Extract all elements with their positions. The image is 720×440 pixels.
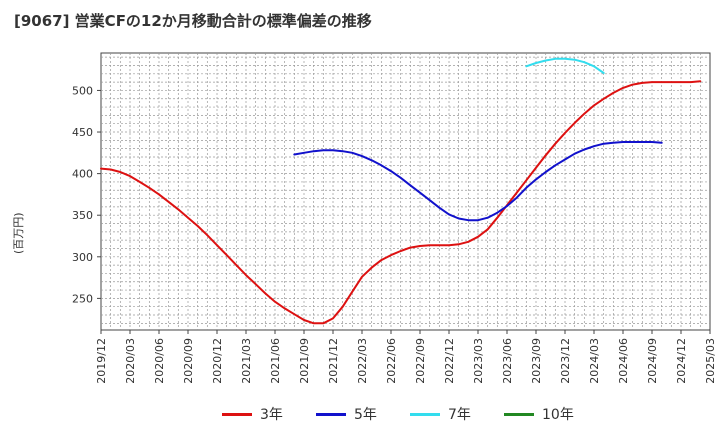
series-line-7年 xyxy=(525,57,605,74)
y-tick-label: 400 xyxy=(72,168,93,181)
x-tick-label: 2022/12 xyxy=(443,338,456,384)
x-tick-label: 2023/03 xyxy=(472,338,485,384)
legend-item-3年: 3年 xyxy=(222,402,283,426)
x-tick-label: 2022/03 xyxy=(356,338,369,384)
legend-label: 3年 xyxy=(260,407,283,423)
series-line-5年 xyxy=(293,141,663,222)
legend-label: 7年 xyxy=(448,407,471,423)
x-tick-label: 2024/12 xyxy=(675,338,688,384)
legend-item-7年: 7年 xyxy=(410,402,471,426)
x-tick-label: 2022/06 xyxy=(385,338,398,384)
legend-label: 10年 xyxy=(542,407,574,423)
x-tick-label: 2023/12 xyxy=(559,338,572,384)
series-line-3年 xyxy=(100,80,702,325)
plot-area: 250 300 350 400 450 500 2019/12 2020/03 2020/06 2… xyxy=(72,52,717,384)
legend-swatch xyxy=(504,412,534,416)
y-tick-label: 450 xyxy=(72,126,93,139)
x-tick-label: 2020/12 xyxy=(211,338,224,384)
legend: 3年 5年 7年 10年 xyxy=(0,402,720,426)
x-tick-label: 2021/03 xyxy=(240,338,253,384)
x-tick-label: 2020/09 xyxy=(182,338,195,384)
legend-swatch xyxy=(410,412,440,416)
x-tick-label: 2021/09 xyxy=(298,338,311,384)
x-tick-label: 2024/09 xyxy=(646,338,659,384)
x-tick-label: 2023/06 xyxy=(501,338,514,384)
legend-swatch xyxy=(316,412,346,416)
x-tick-label: 2020/06 xyxy=(153,338,166,384)
plot-frame xyxy=(100,52,711,331)
y-tick-label: 500 xyxy=(72,84,93,97)
x-tick-label: 2019/12 xyxy=(95,338,108,384)
x-tick-label: 2025/03 xyxy=(704,338,717,384)
legend-item-5年: 5年 xyxy=(316,402,377,426)
legend-item-10年: 10年 xyxy=(504,402,574,426)
x-tick-label: 2021/06 xyxy=(269,338,282,384)
x-tick-label: 2022/09 xyxy=(414,338,427,384)
y-tick-label: 350 xyxy=(72,209,93,222)
legend-label: 5年 xyxy=(354,407,377,423)
x-tick-label: 2023/09 xyxy=(530,338,543,384)
y-tick-label: 250 xyxy=(72,292,93,305)
x-tick-label: 2021/12 xyxy=(327,338,340,384)
legend-swatch xyxy=(222,412,252,416)
x-tick-label: 2024/06 xyxy=(617,338,630,384)
chart-title: [9067] 営業CFの12か月移動合計の標準偏差の推移 xyxy=(14,12,372,30)
x-tick-label: 2020/03 xyxy=(124,338,137,384)
y-tick-label: 300 xyxy=(72,251,93,264)
x-tick-label: 2024/03 xyxy=(588,338,601,384)
